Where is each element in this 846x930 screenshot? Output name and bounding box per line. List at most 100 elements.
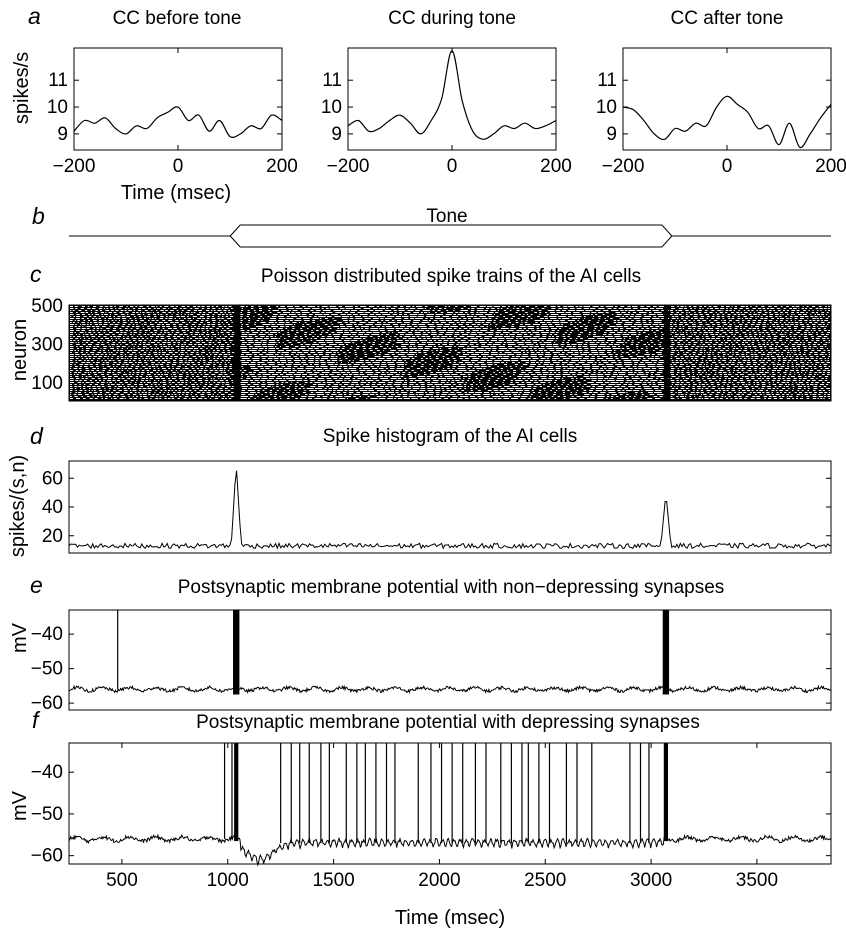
raster-gap [193, 350, 196, 351]
raster-gap [780, 320, 783, 321]
raster-gap [195, 338, 199, 339]
raster-gap [464, 372, 472, 373]
raster-gap [670, 320, 673, 321]
raster-gap [364, 318, 371, 319]
raster-gap [717, 324, 720, 325]
raster-gap [772, 364, 776, 365]
raster-gap [645, 346, 648, 347]
raster-gap [194, 344, 197, 345]
raster-gap [800, 334, 803, 335]
raster-gap [511, 326, 514, 327]
raster-gap [590, 374, 596, 375]
raster-gap [637, 330, 643, 331]
raster-gap [392, 376, 400, 377]
raster-gap [189, 320, 193, 321]
raster-gap [356, 356, 358, 357]
raster-gap [400, 326, 405, 327]
raster-gap [812, 328, 816, 329]
raster-gap [765, 332, 769, 333]
raster-gap [375, 314, 381, 315]
raster-gap [224, 366, 228, 367]
raster-gap [314, 364, 319, 365]
raster-gap [636, 346, 639, 347]
raster-gap [521, 370, 524, 371]
raster-gap [150, 324, 154, 325]
raster-gap [505, 366, 508, 367]
raster-gap [111, 310, 114, 311]
raster-gap [583, 306, 590, 307]
raster-gap [134, 384, 137, 385]
raster-gap [250, 368, 258, 369]
raster-gap [634, 370, 642, 371]
raster-gap [705, 314, 710, 315]
raster-gap [820, 346, 824, 347]
raster-gap [89, 364, 93, 365]
raster-gap [160, 346, 163, 347]
raster-gap [405, 370, 408, 371]
raster-gap [120, 314, 125, 315]
raster-gap [587, 336, 589, 337]
raster-gap [614, 334, 621, 335]
raster-gap [408, 332, 413, 333]
raster-gap [230, 316, 233, 317]
raster-gap [828, 342, 830, 343]
raster-gap [310, 310, 314, 311]
raster-gap [767, 324, 769, 325]
raster-gap [185, 360, 187, 361]
raster-gap [798, 308, 800, 309]
raster-gap [242, 368, 244, 369]
raster-gap [785, 312, 788, 313]
raster-gap [98, 316, 100, 317]
raster-gap [141, 378, 145, 379]
raster-gap [781, 324, 784, 325]
raster-gap [646, 306, 651, 307]
raster-gap [340, 350, 343, 351]
raster-gap [597, 316, 601, 317]
raster-gap [516, 354, 522, 355]
raster-gap [707, 308, 709, 309]
y-tick-label: 10 [596, 97, 617, 118]
raster-gap [175, 346, 180, 347]
raster-gap [740, 312, 743, 313]
raster-gap [669, 328, 672, 329]
raster-gap [185, 382, 188, 383]
raster-gap [575, 316, 582, 317]
raster-gap [652, 310, 659, 311]
raster-gap [365, 380, 374, 381]
raster-gap [218, 366, 222, 367]
raster-gap [582, 312, 590, 313]
raster-gap [442, 356, 445, 357]
raster-gap [519, 306, 521, 307]
raster-gap [466, 314, 470, 315]
raster-gap [322, 382, 326, 383]
raster-gap [276, 372, 282, 373]
raster-gap [437, 344, 440, 345]
raster-gap [630, 316, 634, 317]
raster-gap [499, 372, 501, 373]
raster-gap [506, 370, 509, 371]
raster-gap [224, 308, 229, 309]
raster-gap [188, 344, 193, 345]
raster-gap [228, 326, 233, 327]
raster-gap [325, 332, 328, 333]
raster-gap [447, 378, 454, 379]
raster-gap [286, 378, 293, 379]
raster-gap [299, 356, 306, 357]
raster-gap [810, 314, 812, 315]
raster-gap [552, 336, 554, 337]
raster-gap [789, 316, 793, 317]
raster-gap [824, 368, 829, 369]
raster-gap [532, 340, 540, 341]
raster-gap [651, 368, 657, 369]
raster-gap [518, 378, 521, 379]
raster-gap [460, 320, 467, 321]
raster-gap [698, 382, 702, 383]
raster-gap [443, 326, 450, 327]
raster-gap [123, 374, 127, 375]
raster-gap [793, 378, 797, 379]
raster-gap [212, 342, 215, 343]
raster-gap [206, 334, 210, 335]
raster-gap [200, 348, 203, 349]
raster-gap [677, 330, 679, 331]
raster-gap [475, 336, 482, 337]
